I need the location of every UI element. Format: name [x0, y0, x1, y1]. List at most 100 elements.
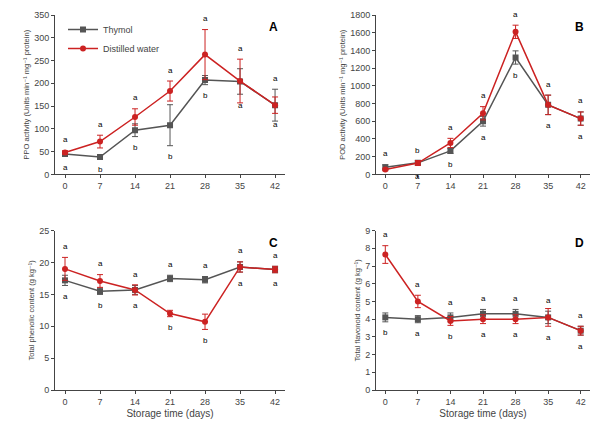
svg-text:42: 42	[270, 181, 280, 191]
svg-text:a: a	[273, 74, 278, 83]
svg-text:C: C	[269, 236, 278, 250]
svg-text:3: 3	[365, 332, 370, 342]
svg-text:a: a	[415, 280, 420, 289]
svg-text:1000: 1000	[350, 81, 370, 91]
svg-text:21: 21	[165, 181, 175, 191]
svg-text:a: a	[273, 120, 278, 129]
svg-text:a: a	[273, 279, 278, 288]
svg-text:7: 7	[98, 397, 103, 407]
svg-text:b: b	[203, 91, 208, 100]
svg-text:a: a	[383, 149, 388, 158]
svg-text:14: 14	[445, 181, 455, 191]
svg-text:POD activity (Units min⁻¹ mg⁻¹: POD activity (Units min⁻¹ mg⁻¹ protein)	[338, 29, 347, 160]
svg-text:0: 0	[44, 385, 49, 395]
svg-text:28: 28	[200, 397, 210, 407]
svg-text:a: a	[513, 10, 518, 19]
svg-text:a: a	[546, 121, 551, 130]
svg-text:Distilled water: Distilled water	[103, 44, 159, 54]
svg-text:200: 200	[355, 152, 370, 162]
svg-text:a: a	[546, 80, 551, 89]
svg-text:1800: 1800	[350, 10, 370, 20]
svg-text:a: a	[168, 66, 173, 75]
svg-text:300: 300	[34, 33, 49, 43]
svg-text:a: a	[203, 261, 208, 270]
svg-text:a: a	[481, 91, 486, 100]
svg-text:21: 21	[165, 397, 175, 407]
svg-text:a: a	[133, 93, 138, 102]
svg-text:b: b	[133, 143, 138, 152]
svg-text:Thymol: Thymol	[103, 25, 133, 35]
svg-text:21: 21	[478, 181, 488, 191]
svg-text:50: 50	[39, 147, 49, 157]
svg-text:a: a	[415, 329, 420, 338]
svg-text:7: 7	[365, 261, 370, 271]
svg-text:7: 7	[415, 181, 420, 191]
svg-text:2: 2	[365, 350, 370, 360]
svg-text:20: 20	[39, 258, 49, 268]
svg-text:Total flavonoid content (g kg⁻: Total flavonoid content (g kg⁻¹)	[353, 259, 362, 362]
svg-text:15: 15	[39, 290, 49, 300]
svg-text:35: 35	[543, 181, 553, 191]
svg-text:350: 350	[34, 10, 49, 20]
svg-text:1: 1	[365, 367, 370, 377]
svg-text:8: 8	[365, 243, 370, 253]
svg-text:a: a	[578, 132, 583, 141]
svg-text:a: a	[481, 133, 486, 142]
svg-text:35: 35	[235, 181, 245, 191]
svg-text:a: a	[238, 279, 243, 288]
svg-text:a: a	[578, 96, 583, 105]
svg-text:b: b	[98, 301, 103, 310]
svg-text:b: b	[383, 328, 388, 337]
svg-text:a: a	[133, 270, 138, 279]
svg-text:a: a	[203, 14, 208, 23]
svg-text:a: a	[481, 294, 486, 303]
svg-text:a: a	[133, 301, 138, 310]
svg-text:b: b	[98, 165, 103, 174]
svg-text:a: a	[546, 296, 551, 305]
svg-text:42: 42	[270, 397, 280, 407]
svg-text:Total phenolic content (g kg⁻¹: Total phenolic content (g kg⁻¹)	[27, 260, 36, 361]
svg-text:a: a	[578, 311, 583, 320]
svg-text:4: 4	[365, 314, 370, 324]
svg-text:0: 0	[62, 397, 67, 407]
svg-text:a: a	[98, 259, 103, 268]
svg-text:5: 5	[365, 297, 370, 307]
svg-text:a: a	[273, 251, 278, 260]
svg-text:21: 21	[478, 397, 488, 407]
svg-text:a: a	[238, 246, 243, 255]
svg-text:5: 5	[44, 353, 49, 363]
svg-text:Storage time (days): Storage time (days)	[126, 408, 213, 419]
svg-text:0: 0	[44, 170, 49, 180]
svg-text:35: 35	[235, 397, 245, 407]
svg-text:a: a	[238, 101, 243, 110]
svg-text:b: b	[513, 71, 518, 80]
svg-text:0: 0	[365, 385, 370, 395]
svg-text:14: 14	[445, 397, 455, 407]
svg-text:0: 0	[383, 181, 388, 191]
svg-text:9: 9	[365, 226, 370, 236]
svg-text:6: 6	[365, 279, 370, 289]
svg-text:200: 200	[34, 78, 49, 88]
svg-text:a: a	[513, 294, 518, 303]
svg-text:B: B	[575, 20, 584, 34]
svg-text:a: a	[415, 172, 420, 181]
svg-text:28: 28	[200, 181, 210, 191]
svg-text:14: 14	[130, 181, 140, 191]
svg-text:42: 42	[576, 181, 586, 191]
svg-text:b: b	[203, 336, 208, 345]
svg-text:a: a	[63, 163, 68, 172]
svg-text:a: a	[448, 123, 453, 132]
svg-text:a: a	[448, 298, 453, 307]
svg-text:a: a	[168, 260, 173, 269]
svg-text:a: a	[481, 330, 486, 339]
svg-text:7: 7	[415, 397, 420, 407]
svg-text:a: a	[98, 120, 103, 129]
svg-text:42: 42	[576, 397, 586, 407]
svg-text:7: 7	[98, 181, 103, 191]
svg-text:28: 28	[511, 181, 521, 191]
svg-text:100: 100	[34, 124, 49, 134]
svg-text:14: 14	[130, 397, 140, 407]
svg-text:a: a	[238, 44, 243, 53]
svg-text:800: 800	[355, 99, 370, 109]
svg-text:10: 10	[39, 321, 49, 331]
